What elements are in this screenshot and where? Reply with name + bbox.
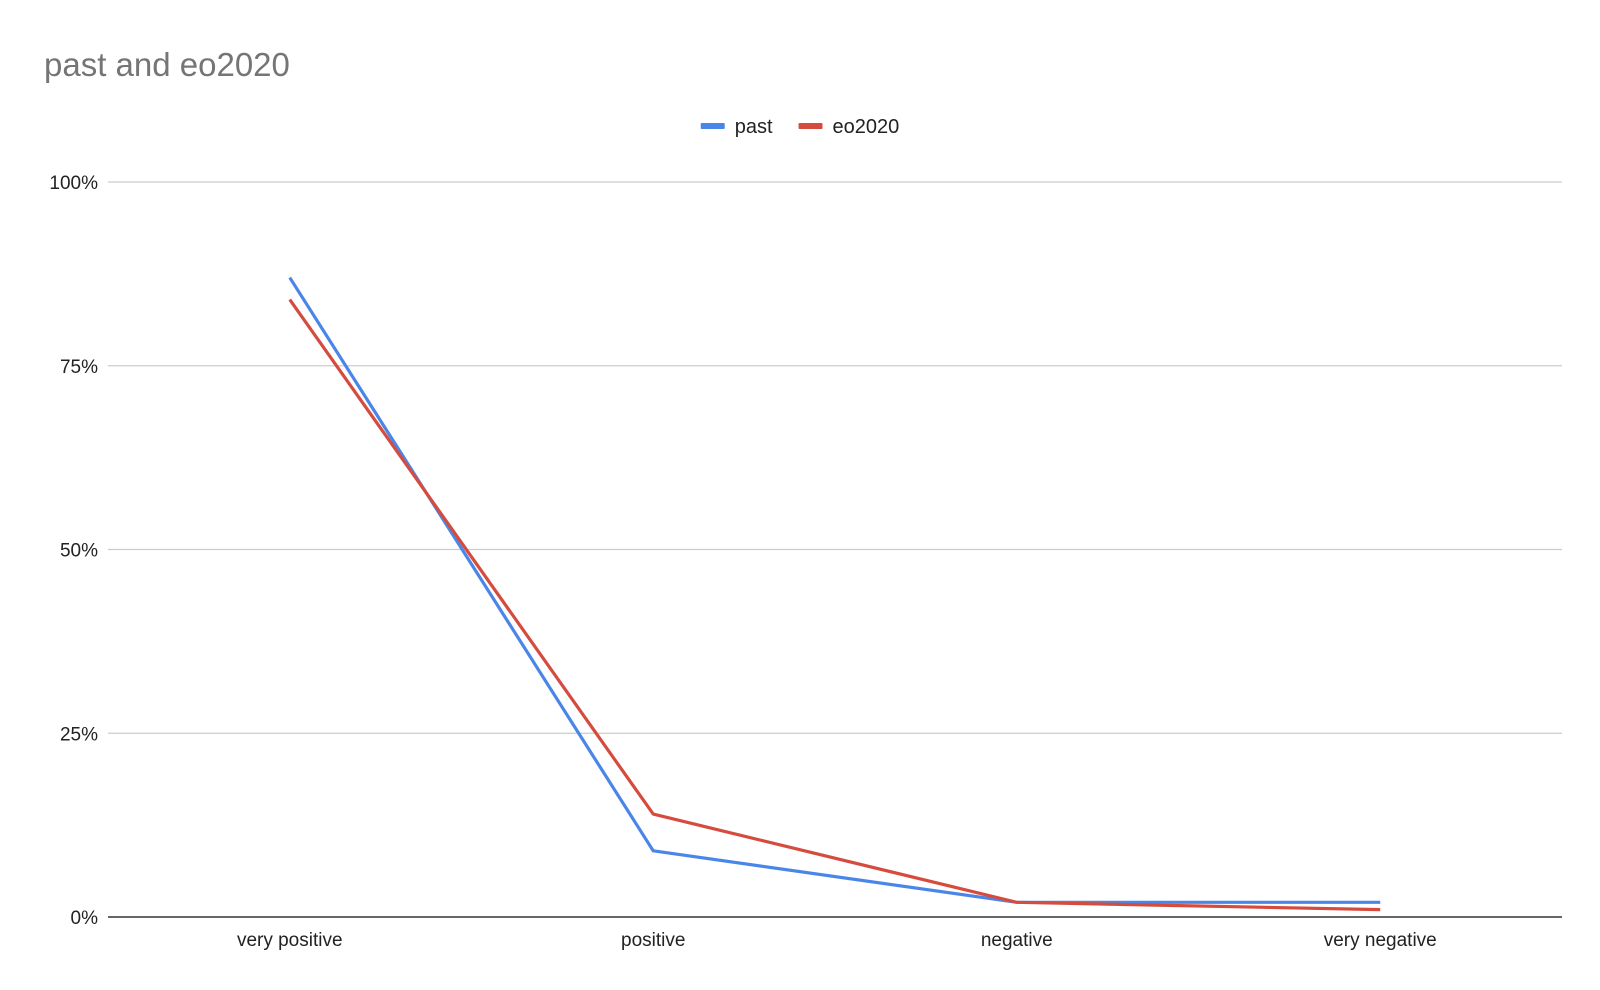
y-tick-label: 50% — [60, 541, 98, 562]
chart-title: past and eo2020 — [44, 46, 290, 83]
legend-label-eo2020: eo2020 — [833, 116, 900, 138]
series-group — [288, 276, 1381, 912]
series-line-eo2020 — [288, 298, 1381, 912]
legend: past eo2020 — [700, 116, 900, 138]
y-tick-label: 100% — [49, 173, 98, 194]
legend-label-past: past — [735, 116, 773, 138]
y-tick-label: 25% — [60, 724, 98, 745]
x-tick-label: negative — [981, 930, 1053, 951]
series-line-past — [288, 276, 1381, 904]
x-tick-label: positive — [621, 930, 685, 951]
y-axis: 0% 25% 50% 75% 100% — [49, 173, 98, 929]
x-tick-label: very positive — [237, 930, 343, 951]
y-tick-label: 75% — [60, 357, 98, 378]
legend-swatch-eo2020 — [798, 123, 823, 129]
gridlines — [108, 181, 1562, 734]
x-tick-label: very negative — [1324, 930, 1437, 951]
y-tick-label: 0% — [71, 908, 99, 929]
legend-swatch-past — [700, 123, 725, 129]
x-axis: very positive positive negative very negati… — [108, 916, 1562, 951]
